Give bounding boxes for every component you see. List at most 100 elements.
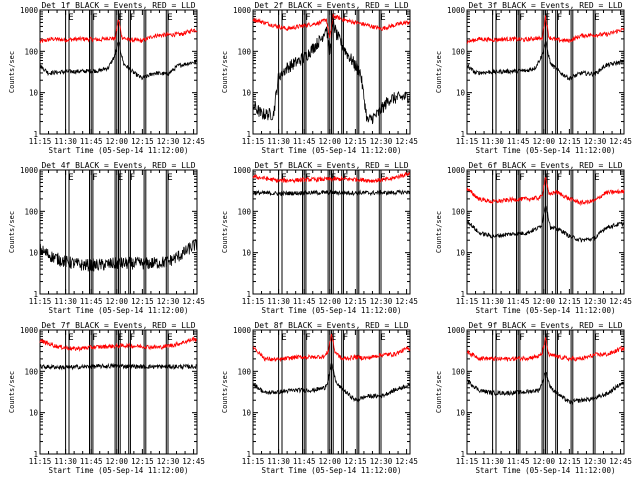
y-tick-label: 100 — [237, 47, 251, 56]
y-tick-label: 100 — [24, 207, 38, 216]
x-tick-label: 11:15 — [242, 137, 265, 146]
y-tick-label: 100 — [451, 47, 465, 56]
y-tick-label: 1000 — [233, 166, 252, 175]
x-tick-label: 12:45 — [609, 457, 632, 466]
time-marker-label: E — [594, 13, 599, 23]
time-marker-label: E — [545, 13, 550, 23]
series-line-lld — [252, 333, 411, 362]
x-tick-label: 12:45 — [182, 137, 205, 146]
x-tick-label: 12:45 — [609, 297, 632, 306]
x-tick-label: 11:45 — [507, 137, 530, 146]
y-axis-label: Counts/sec — [8, 51, 16, 93]
x-tick-label: 11:45 — [80, 297, 103, 306]
time-marker-label: E — [594, 333, 599, 343]
chart-title: Det 3f BLACK = Events, RED = LLD — [468, 1, 622, 10]
x-tick-label: 11:45 — [80, 457, 103, 466]
x-tick-label: 12:15 — [344, 457, 367, 466]
chart-panel-5: Det 5f BLACK = Events, RED = LLD 1 10 100 10… — [221, 161, 418, 315]
y-tick-label: 100 — [237, 207, 251, 216]
time-marker-label: E — [380, 333, 385, 343]
time-marker-label: E — [68, 13, 73, 23]
time-marker-label: E — [545, 333, 550, 343]
y-tick-label: 10 — [456, 409, 466, 418]
x-tick-label: 11:30 — [267, 137, 290, 146]
chart-panel-3: Det 3f BLACK = Events, RED = LLD 1 10 100 10… — [435, 1, 632, 155]
y-tick-label: 1 — [33, 450, 38, 459]
x-tick-label: 12:00 — [106, 457, 129, 466]
x-axis-label: Start Time (05-Sep-14 11:12:00) — [476, 306, 616, 315]
x-axis-label: Start Time (05-Sep-14 11:12:00) — [262, 146, 402, 155]
chart-panel-8: Det 8f BLACK = Events, RED = LLD 1 10 100 10… — [221, 321, 418, 475]
time-marker-label: E — [545, 173, 550, 183]
time-marker-label: F — [557, 173, 562, 183]
time-marker-label: F — [557, 333, 562, 343]
y-tick-label: 1000 — [233, 326, 252, 335]
time-marker-label: E — [331, 173, 336, 183]
y-tick-label: 1 — [33, 290, 38, 299]
x-tick-label: 12:15 — [344, 297, 367, 306]
time-marker-label: E — [281, 333, 286, 343]
time-marker-label: E — [167, 173, 172, 183]
time-marker-label: E — [118, 13, 123, 23]
series-line-lld — [466, 15, 625, 45]
time-marker-label: E — [281, 173, 286, 183]
y-tick-label: 1 — [33, 130, 38, 139]
y-tick-label: 10 — [242, 249, 252, 258]
x-tick-label: 12:45 — [182, 297, 205, 306]
x-axis-label: Start Time (05-Sep-14 11:12:00) — [262, 306, 402, 315]
x-tick-label: 12:00 — [533, 297, 556, 306]
x-tick-label: 12:00 — [106, 137, 129, 146]
y-tick-label: 10 — [29, 89, 39, 98]
x-tick-label: 12:30 — [157, 457, 180, 466]
x-axis-label: Start Time (05-Sep-14 11:12:00) — [49, 306, 189, 315]
chart-title: Det 9f BLACK = Events, RED = LLD — [468, 321, 622, 330]
time-marker-label: F — [92, 173, 97, 183]
series-line-lld — [466, 176, 625, 207]
time-marker-label: F — [305, 13, 310, 23]
chart-title: Det 2f BLACK = Events, RED = LLD — [254, 1, 408, 10]
series-line-events — [466, 204, 625, 243]
x-tick-label: 12:30 — [157, 137, 180, 146]
chart-title: Det 4f BLACK = Events, RED = LLD — [41, 161, 195, 170]
time-marker-label: E — [331, 333, 336, 343]
time-marker-label: E — [118, 173, 123, 183]
x-tick-label: 12:30 — [370, 457, 393, 466]
y-tick-label: 1000 — [447, 6, 466, 15]
time-marker-label: F — [557, 13, 562, 23]
series-line-events — [252, 17, 411, 125]
x-tick-label: 11:15 — [456, 457, 479, 466]
x-tick-label: 11:30 — [481, 297, 504, 306]
x-tick-label: 11:15 — [456, 297, 479, 306]
series-line-lld — [466, 337, 625, 363]
x-tick-label: 12:15 — [344, 137, 367, 146]
x-tick-label: 12:30 — [584, 297, 607, 306]
chart-panel-4: Det 4f BLACK = Events, RED = LLD 1 10 100 10… — [8, 161, 205, 315]
x-tick-label: 12:15 — [131, 457, 154, 466]
x-tick-label: 12:30 — [584, 137, 607, 146]
series-line-events — [39, 238, 198, 272]
x-tick-label: 11:30 — [481, 137, 504, 146]
x-tick-label: 12:45 — [395, 297, 418, 306]
time-marker-label: E — [118, 333, 123, 343]
y-tick-label: 10 — [242, 409, 252, 418]
chart-title: Det 1f BLACK = Events, RED = LLD — [41, 1, 195, 10]
chart-panel-1: Det 1f BLACK = Events, RED = LLD 1 10 100 10… — [8, 1, 205, 155]
y-axis-label: Counts/sec — [221, 371, 229, 413]
chart-panel-2: Det 2f BLACK = Events, RED = LLD 1 10 100 10… — [221, 1, 418, 155]
time-marker-label: E — [380, 13, 385, 23]
x-tick-label: 12:30 — [370, 297, 393, 306]
x-tick-label: 11:30 — [267, 457, 290, 466]
chart-panel-6: Det 6f BLACK = Events, RED = LLD 1 10 100 10… — [435, 161, 632, 315]
x-axis-label: Start Time (05-Sep-14 11:12:00) — [49, 146, 189, 155]
x-tick-label: 12:15 — [558, 457, 581, 466]
time-marker-label: F — [343, 13, 348, 23]
time-marker-label: F — [130, 333, 135, 343]
time-marker-label: E — [167, 13, 172, 23]
y-tick-label: 1000 — [20, 326, 39, 335]
time-marker-label: F — [305, 333, 310, 343]
x-axis-label: Start Time (05-Sep-14 11:12:00) — [49, 466, 189, 475]
time-marker-label: E — [495, 13, 500, 23]
y-tick-label: 10 — [29, 409, 39, 418]
y-axis-label: Counts/sec — [435, 211, 443, 253]
x-tick-label: 11:45 — [507, 457, 530, 466]
